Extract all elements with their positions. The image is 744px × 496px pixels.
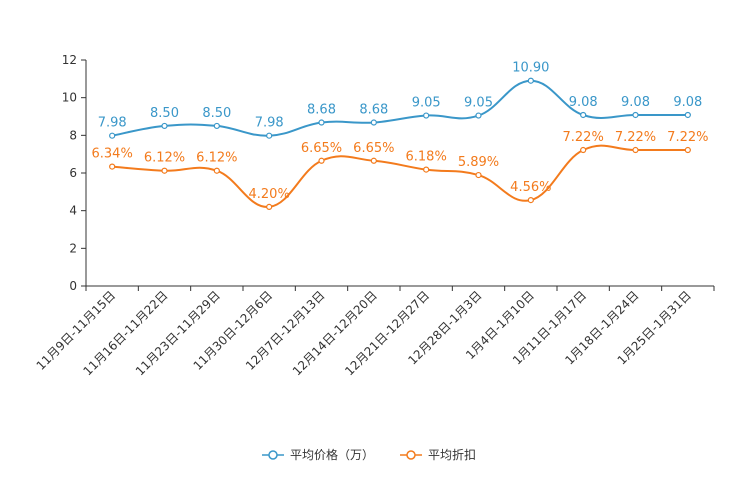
data-point	[475, 112, 482, 119]
data-point	[527, 197, 534, 204]
data-label: 8.50	[202, 106, 231, 121]
y-tick-label: 8	[69, 128, 77, 142]
data-label: 8.50	[150, 106, 179, 121]
data-label: 4.56%	[510, 180, 551, 195]
data-point	[684, 146, 691, 154]
data-point	[527, 77, 534, 84]
data-label: 7.22%	[667, 130, 708, 145]
data-label: 6.65%	[353, 141, 394, 156]
y-tick-label: 2	[69, 241, 77, 255]
data-point	[632, 111, 639, 119]
y-tick-label: 12	[62, 53, 77, 67]
data-point	[423, 112, 430, 119]
data-point	[423, 166, 430, 173]
data-point	[266, 203, 273, 210]
data-point	[318, 119, 325, 126]
legend-marker	[268, 450, 278, 460]
data-point	[109, 163, 116, 170]
data-label: 6.34%	[92, 147, 133, 162]
data-label: 4.20%	[249, 187, 290, 202]
data-point	[632, 146, 639, 154]
data-label: 7.22%	[563, 130, 604, 145]
data-point	[161, 167, 168, 174]
data-point	[266, 132, 273, 139]
data-label: 6.12%	[196, 151, 237, 166]
y-tick-label: 0	[69, 279, 77, 293]
legend-marker	[406, 450, 416, 460]
data-point	[580, 111, 587, 119]
data-point	[684, 111, 691, 119]
data-label: 9.05	[464, 96, 493, 111]
data-point	[213, 167, 220, 174]
data-point	[475, 171, 482, 179]
data-label: 10.90	[512, 61, 549, 76]
data-point	[161, 122, 168, 130]
data-label: 7.98	[98, 116, 127, 131]
y-tick-label: 6	[69, 166, 77, 180]
data-label: 8.68	[307, 103, 336, 118]
data-point	[318, 157, 325, 164]
legend-label: 平均价格（万）	[290, 447, 374, 462]
data-point	[580, 146, 587, 154]
data-label: 9.08	[673, 95, 702, 110]
y-tick-label: 10	[62, 91, 77, 105]
data-point	[370, 157, 377, 164]
data-point	[109, 132, 116, 139]
data-point	[370, 119, 377, 126]
data-label: 7.98	[255, 116, 284, 131]
series-line-0	[111, 79, 688, 137]
data-point	[213, 122, 220, 130]
data-label: 6.18%	[406, 150, 447, 165]
data-label: 8.68	[359, 103, 388, 118]
data-label: 7.22%	[615, 130, 656, 145]
data-label: 5.89%	[458, 155, 499, 170]
data-label: 6.12%	[144, 151, 185, 166]
data-label: 6.65%	[301, 141, 342, 156]
data-label: 9.05	[412, 96, 441, 111]
data-label: 9.08	[621, 95, 650, 110]
data-label: 9.08	[569, 95, 598, 110]
y-tick-label: 4	[69, 204, 77, 218]
legend-label: 平均折扣	[428, 447, 476, 462]
